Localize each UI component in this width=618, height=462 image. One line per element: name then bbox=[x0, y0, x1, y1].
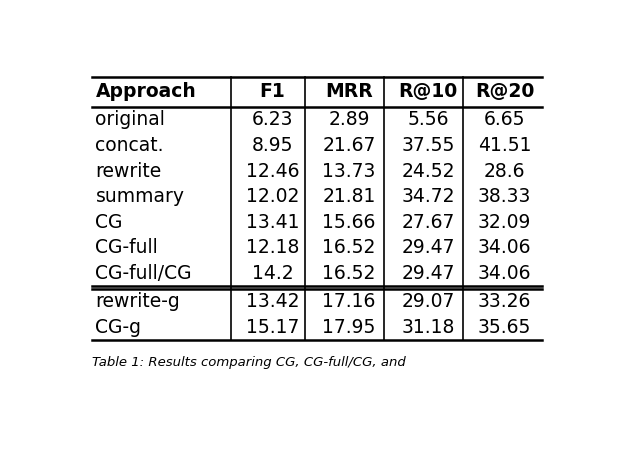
Text: 8.95: 8.95 bbox=[252, 136, 293, 155]
Text: 32.09: 32.09 bbox=[478, 213, 531, 232]
Text: 15.66: 15.66 bbox=[323, 213, 376, 232]
Text: 33.26: 33.26 bbox=[478, 292, 531, 311]
Text: 6.23: 6.23 bbox=[252, 110, 293, 129]
Text: 5.56: 5.56 bbox=[407, 110, 449, 129]
Text: 37.55: 37.55 bbox=[402, 136, 455, 155]
Text: 29.07: 29.07 bbox=[402, 292, 455, 311]
Text: MRR: MRR bbox=[325, 82, 373, 101]
Text: 2.89: 2.89 bbox=[328, 110, 370, 129]
Text: 27.67: 27.67 bbox=[402, 213, 455, 232]
Text: rewrite-g: rewrite-g bbox=[95, 292, 180, 311]
Text: CG-full/CG: CG-full/CG bbox=[95, 264, 192, 283]
Text: 34.72: 34.72 bbox=[401, 187, 455, 206]
Text: CG-g: CG-g bbox=[95, 318, 142, 337]
Text: 16.52: 16.52 bbox=[323, 264, 376, 283]
Text: R@10: R@10 bbox=[399, 82, 458, 101]
Text: 15.17: 15.17 bbox=[246, 318, 299, 337]
Text: 14.2: 14.2 bbox=[252, 264, 293, 283]
Text: CG-full: CG-full bbox=[95, 238, 158, 257]
Text: 12.18: 12.18 bbox=[246, 238, 299, 257]
Text: CG: CG bbox=[95, 213, 123, 232]
Text: 34.06: 34.06 bbox=[478, 238, 531, 257]
Text: 35.65: 35.65 bbox=[478, 318, 531, 337]
Text: 34.06: 34.06 bbox=[478, 264, 531, 283]
Text: 13.41: 13.41 bbox=[246, 213, 299, 232]
Text: Approach: Approach bbox=[95, 82, 196, 101]
Text: 21.81: 21.81 bbox=[323, 187, 376, 206]
Text: Table 1: Results comparing CG, CG-full/CG, and: Table 1: Results comparing CG, CG-full/C… bbox=[91, 356, 405, 370]
Text: original: original bbox=[95, 110, 166, 129]
Text: 17.16: 17.16 bbox=[323, 292, 376, 311]
Text: rewrite: rewrite bbox=[95, 162, 162, 181]
Text: 21.67: 21.67 bbox=[323, 136, 376, 155]
Text: concat.: concat. bbox=[95, 136, 164, 155]
Text: 13.73: 13.73 bbox=[323, 162, 376, 181]
Text: 6.65: 6.65 bbox=[484, 110, 525, 129]
Text: F1: F1 bbox=[260, 82, 286, 101]
Text: 17.95: 17.95 bbox=[323, 318, 376, 337]
Text: 29.47: 29.47 bbox=[401, 264, 455, 283]
Text: summary: summary bbox=[95, 187, 184, 206]
Text: 28.6: 28.6 bbox=[484, 162, 525, 181]
Text: R@20: R@20 bbox=[475, 82, 535, 101]
Text: 38.33: 38.33 bbox=[478, 187, 531, 206]
Text: 12.02: 12.02 bbox=[246, 187, 299, 206]
Text: 13.42: 13.42 bbox=[246, 292, 299, 311]
Text: 16.52: 16.52 bbox=[323, 238, 376, 257]
Text: 29.47: 29.47 bbox=[401, 238, 455, 257]
Text: 12.46: 12.46 bbox=[246, 162, 299, 181]
Text: 24.52: 24.52 bbox=[401, 162, 455, 181]
Text: 31.18: 31.18 bbox=[402, 318, 455, 337]
Text: 41.51: 41.51 bbox=[478, 136, 531, 155]
